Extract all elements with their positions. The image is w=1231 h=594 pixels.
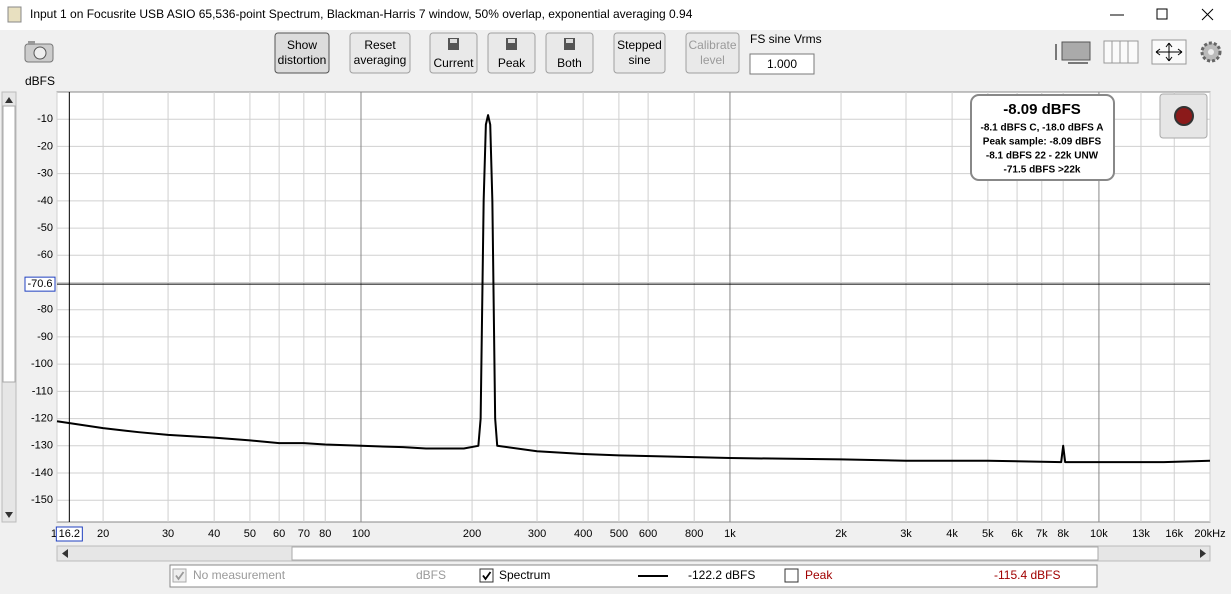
- save-both-button[interactable]: Both: [545, 32, 594, 74]
- x-tick-label: 300: [528, 528, 546, 540]
- y-tick-label: -120: [31, 412, 53, 424]
- button-label: Calibrate: [688, 38, 736, 52]
- checkmark: [175, 571, 185, 581]
- checkbox: [172, 568, 187, 583]
- cursor-x-box: [55, 526, 83, 542]
- button-label: level: [700, 53, 725, 67]
- x-tick-label: 2k: [835, 528, 847, 540]
- columns-icon[interactable]: [1103, 40, 1139, 64]
- x-tick-label: 13k: [1132, 528, 1150, 540]
- horizontal-scrollbar[interactable]: [56, 545, 1211, 562]
- vertical-scrollbar[interactable]: [1, 91, 17, 523]
- y-tick-label: -10: [37, 113, 53, 125]
- x-tick-label: 200: [463, 528, 481, 540]
- legend-reading: dBFS: [416, 568, 446, 582]
- input-value: 1.000: [767, 57, 797, 71]
- app-icon: [7, 6, 22, 23]
- readout-line: Peak sample: -8.09 dBFS: [983, 137, 1102, 148]
- readout-main: -8.09 dBFS: [1003, 101, 1081, 118]
- maximize[interactable]: [1156, 8, 1168, 20]
- x-tick-label: 800: [685, 528, 703, 540]
- x-tick-label: 16k: [1165, 528, 1183, 540]
- legend-reading: -115.4 dBFS: [994, 568, 1060, 582]
- y-tick-label: -20: [37, 140, 53, 152]
- y-tick-label: -130: [31, 440, 53, 452]
- x-tick-label: 40: [208, 528, 220, 540]
- legend-label: Peak: [805, 568, 833, 582]
- y-axis-label: dBFS: [25, 74, 55, 88]
- x-tick-label: 20: [97, 528, 109, 540]
- x-tick-label: 6k: [1011, 528, 1023, 540]
- y-tick-label: -140: [31, 467, 53, 479]
- reset-averaging-button[interactable]: Reset averaging: [349, 32, 411, 74]
- x-tick-label: 20kHz: [1194, 528, 1225, 540]
- x-tick-label: 100: [352, 528, 370, 540]
- x-tick-label: 80: [319, 528, 331, 540]
- checkmark: [482, 571, 492, 581]
- checkbox[interactable]: [784, 568, 799, 583]
- legend-reading: -122.2 dBFS: [688, 568, 755, 582]
- x-tick-label: 7k: [1036, 528, 1048, 540]
- save-peak-button[interactable]: Peak: [487, 32, 536, 74]
- legend-bar: No measurement dBFS Spectrum -122.2 dBFS…: [169, 564, 1098, 588]
- layout-icon[interactable]: [1055, 41, 1091, 64]
- save-current-button[interactable]: Current: [429, 32, 478, 74]
- record-button[interactable]: [1159, 93, 1208, 139]
- button-label: Current: [433, 56, 474, 70]
- cursor-x-label: 16.2: [59, 528, 80, 540]
- title-bar: [0, 0, 1231, 30]
- x-tick-label: 10k: [1090, 528, 1108, 540]
- y-tick-label: -80: [37, 304, 53, 316]
- button-label: Show: [287, 38, 317, 52]
- x-tick-label: 30: [162, 528, 174, 540]
- checkbox[interactable]: [479, 568, 494, 583]
- y-tick-label: -150: [31, 494, 53, 506]
- readout-line: -8.1 dBFS C, -18.0 dBFS A: [981, 123, 1104, 134]
- y-tick-label: -50: [37, 222, 53, 234]
- x-tick-label: 500: [610, 528, 628, 540]
- button-label: Peak: [498, 56, 526, 70]
- settings-icon[interactable]: [1200, 41, 1222, 63]
- button-label: distortion: [278, 53, 327, 67]
- close[interactable]: [1201, 8, 1214, 21]
- button-label: Both: [557, 56, 582, 70]
- x-tick-label: 4k: [946, 528, 958, 540]
- readout-line: -71.5 dBFS >22k: [1004, 165, 1081, 176]
- y-tick-label: -110: [32, 385, 53, 397]
- fs-sine-label: FS sine Vrms: [750, 32, 822, 46]
- cursor-y-box: [24, 276, 56, 292]
- x-tick-label: 1k: [724, 528, 736, 540]
- cursor-y-label: -70.6: [27, 278, 52, 290]
- y-tick-label: -30: [37, 168, 53, 180]
- x-tick-label: 70: [298, 528, 310, 540]
- legend-label: No measurement: [193, 568, 286, 582]
- button-label: Reset: [364, 38, 396, 52]
- camera-icon[interactable]: [24, 41, 54, 63]
- window-title: Input 1 on Focusrite USB ASIO 65,536-poi…: [30, 7, 693, 21]
- x-tick-label: 8k: [1057, 528, 1069, 540]
- x-tick-label: 400: [574, 528, 592, 540]
- y-tick-label: -40: [37, 195, 53, 207]
- x-tick-label: 5k: [982, 528, 994, 540]
- button-label: averaging: [354, 53, 407, 67]
- zoom-icon[interactable]: [1151, 39, 1187, 65]
- calibrate-level-button: Calibrate level: [685, 32, 740, 74]
- readout-line: -8.1 dBFS 22 - 22k UNW: [986, 151, 1099, 162]
- fs-sine-input[interactable]: 1.000: [749, 53, 815, 75]
- x-tick-label: 50: [244, 528, 256, 540]
- x-tick-label: 60: [273, 528, 285, 540]
- show-distortion-button[interactable]: Show distortion: [274, 32, 330, 74]
- spectrum-line: [56, 114, 1211, 464]
- y-tick-label: -100: [31, 358, 53, 370]
- y-tick-label: -60: [37, 249, 53, 261]
- button-label: Stepped: [617, 38, 662, 52]
- button-label: sine: [628, 53, 650, 67]
- legend-label: Spectrum: [499, 568, 550, 582]
- x-tick-label: 600: [639, 528, 657, 540]
- stepped-sine-button[interactable]: Stepped sine: [613, 32, 666, 74]
- y-tick-label: -90: [37, 331, 53, 343]
- readout-box: -8.09 dBFS -8.1 dBFS C, -18.0 dBFS A Pea…: [970, 94, 1115, 181]
- x-tick-label: 3k: [900, 528, 912, 540]
